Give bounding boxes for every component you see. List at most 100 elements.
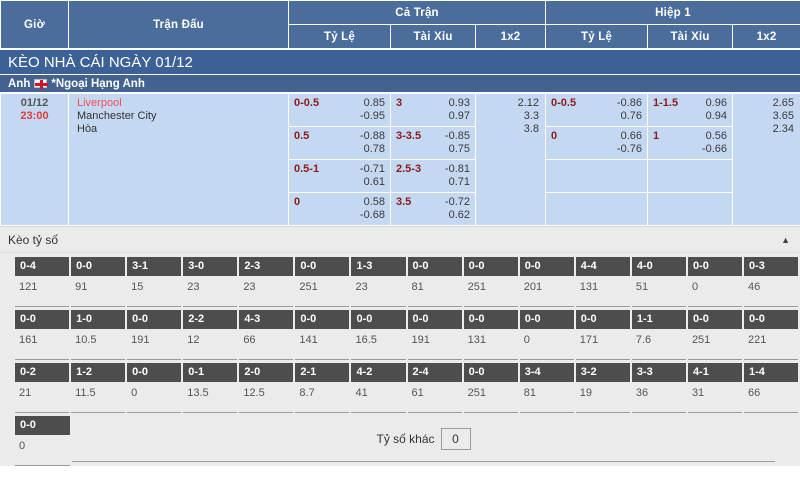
score-tile[interactable]: 3-1 15 — [127, 257, 182, 307]
score-tile[interactable]: 0-0 131 — [463, 310, 518, 360]
score-odd[interactable]: 131 — [463, 329, 518, 359]
score-odd[interactable]: 19 — [575, 382, 630, 412]
correct-score-header[interactable]: Kèo tỷ số ▲ — [0, 227, 800, 253]
score-odd[interactable]: 41 — [351, 382, 406, 412]
score-odd[interactable]: 11.5 — [71, 382, 126, 412]
score-tile[interactable]: 0-0 251 — [463, 257, 518, 307]
score-odd[interactable]: 23 — [351, 276, 406, 306]
score-tile[interactable]: 0-0 141 — [295, 310, 350, 360]
odd-1x2-value[interactable]: 2.34 — [772, 123, 794, 135]
score-tile[interactable]: 0-0 0 — [687, 257, 743, 307]
score-odd[interactable]: 251 — [687, 329, 743, 359]
score-tile[interactable]: 4-0 51 — [631, 257, 686, 307]
full-match-handicap-cell[interactable]: 0-0.5 0.85 -0.95 — [288, 93, 391, 127]
score-tile[interactable]: 4-1 31 — [687, 363, 743, 413]
odd-value-bottom[interactable]: 0.76 — [620, 110, 642, 122]
score-tile[interactable]: 2-0 12.5 — [239, 363, 294, 413]
score-tile[interactable]: 1-0 10.5 — [71, 310, 126, 360]
score-tile[interactable]: 1-1 7.6 — [631, 310, 686, 360]
score-odd[interactable]: 91 — [71, 276, 126, 306]
score-odd[interactable]: 15 — [127, 276, 182, 306]
score-tile[interactable]: 0-0 91 — [71, 257, 126, 307]
score-tile[interactable]: 0-0 191 — [127, 310, 182, 360]
full-match-handicap-cell[interactable]: 0.5 -0.88 0.78 — [288, 126, 391, 160]
full-match-overunder-cell[interactable]: 3 0.93 0.97 — [390, 93, 476, 127]
score-tile[interactable]: 0-0 201 — [519, 257, 574, 307]
score-odd[interactable]: 23 — [183, 276, 238, 306]
score-odd[interactable]: 0 — [519, 329, 574, 359]
odd-value-bottom[interactable]: 0.71 — [448, 176, 470, 188]
score-tile[interactable]: 0-0 251 — [295, 257, 350, 307]
score-tile[interactable]: 0-0 221 — [744, 310, 799, 360]
score-odd[interactable]: 10.5 — [71, 329, 126, 359]
score-tile[interactable]: 0-1 13.5 — [183, 363, 238, 413]
score-tile[interactable]: 0-0 191 — [407, 310, 462, 360]
score-tile[interactable]: 3-4 81 — [519, 363, 574, 413]
chevron-up-icon[interactable]: ▲ — [781, 234, 790, 245]
score-odd[interactable]: 66 — [744, 382, 799, 412]
odd-value-top[interactable]: 0.93 — [448, 97, 470, 109]
score-odd[interactable]: 131 — [575, 276, 630, 306]
first-half-1x2-cell[interactable]: 2.65 3.65 2.34 — [732, 93, 800, 226]
score-odd[interactable]: 0 — [687, 276, 743, 306]
first-half-handicap-cell[interactable]: 0-0.5 -0.86 0.76 — [545, 93, 648, 127]
odd-1x2-value[interactable]: 3.65 — [772, 110, 794, 122]
odd-value-top[interactable]: 0.85 — [363, 97, 385, 109]
full-match-1x2-cell[interactable]: 2.12 3.3 3.8 — [475, 93, 546, 226]
score-odd[interactable]: 61 — [407, 382, 462, 412]
odd-value-top[interactable]: -0.81 — [444, 163, 470, 175]
score-odd[interactable]: 13.5 — [183, 382, 238, 412]
score-tile[interactable]: 1-3 23 — [351, 257, 406, 307]
score-odd[interactable]: 51 — [631, 276, 686, 306]
score-tile[interactable]: 0-0 251 — [687, 310, 743, 360]
odd-value-top[interactable]: 0.56 — [705, 130, 727, 142]
score-odd[interactable]: 46 — [744, 276, 799, 306]
odd-value-bottom[interactable]: -0.76 — [616, 143, 642, 155]
odd-1x2-value[interactable]: 3.3 — [523, 110, 539, 122]
odd-value-bottom[interactable]: -0.66 — [701, 143, 727, 155]
score-tile[interactable]: 3-2 19 — [575, 363, 630, 413]
score-odd[interactable]: 141 — [295, 329, 350, 359]
odd-value-bottom[interactable]: -0.68 — [359, 209, 385, 221]
full-match-overunder-cell[interactable]: 3-3.5 -0.85 0.75 — [390, 126, 476, 160]
score-tile[interactable]: 0-3 46 — [744, 257, 799, 307]
score-odd[interactable]: 251 — [463, 382, 518, 412]
score-odd[interactable]: 7.6 — [631, 329, 686, 359]
other-score-value[interactable]: 0 — [440, 427, 471, 450]
score-odd[interactable]: 161 — [15, 329, 70, 359]
score-odd[interactable]: 8.7 — [295, 382, 350, 412]
odd-value-bottom[interactable]: 0.94 — [705, 110, 727, 122]
score-tile[interactable]: 3-3 36 — [631, 363, 686, 413]
score-tile[interactable]: 0-0 0 — [15, 416, 70, 466]
score-odd[interactable]: 12 — [183, 329, 238, 359]
score-tile[interactable]: 1-2 11.5 — [71, 363, 126, 413]
score-tile[interactable]: 4-4 131 — [575, 257, 630, 307]
odd-value-top[interactable]: -0.71 — [359, 163, 385, 175]
score-tile[interactable]: 2-2 12 — [183, 310, 238, 360]
score-tile[interactable]: 2-3 23 — [239, 257, 294, 307]
score-tile[interactable]: 0-2 21 — [15, 363, 70, 413]
team-home[interactable]: Liverpool — [77, 97, 122, 109]
odd-value-bottom[interactable]: 0.75 — [448, 143, 470, 155]
odd-value-bottom[interactable]: 0.78 — [363, 143, 385, 155]
score-odd[interactable]: 191 — [407, 329, 462, 359]
score-tile[interactable]: 0-0 171 — [575, 310, 630, 360]
full-match-handicap-cell[interactable]: 0 0.58 -0.68 — [288, 192, 391, 226]
score-tile[interactable]: 4-3 66 — [239, 310, 294, 360]
score-odd[interactable]: 16.5 — [351, 329, 406, 359]
odd-value-top[interactable]: 0.58 — [363, 196, 385, 208]
score-odd[interactable]: 201 — [519, 276, 574, 306]
score-tile[interactable]: 0-4 121 — [15, 257, 70, 307]
full-match-overunder-cell[interactable]: 2.5-3 -0.81 0.71 — [390, 159, 476, 193]
score-odd[interactable]: 81 — [407, 276, 462, 306]
odd-value-top[interactable]: 0.96 — [705, 97, 727, 109]
odd-value-bottom[interactable]: 0.97 — [448, 110, 470, 122]
score-odd[interactable]: 31 — [687, 382, 743, 412]
score-tile[interactable]: 0-0 0 — [127, 363, 182, 413]
score-tile[interactable]: 3-0 23 — [183, 257, 238, 307]
first-half-handicap-cell[interactable]: 0 0.66 -0.76 — [545, 126, 648, 160]
team-draw[interactable]: Hòa — [77, 123, 98, 135]
score-tile[interactable]: 0-0 161 — [15, 310, 70, 360]
score-odd[interactable]: 21 — [15, 382, 70, 412]
score-odd[interactable]: 251 — [463, 276, 518, 306]
